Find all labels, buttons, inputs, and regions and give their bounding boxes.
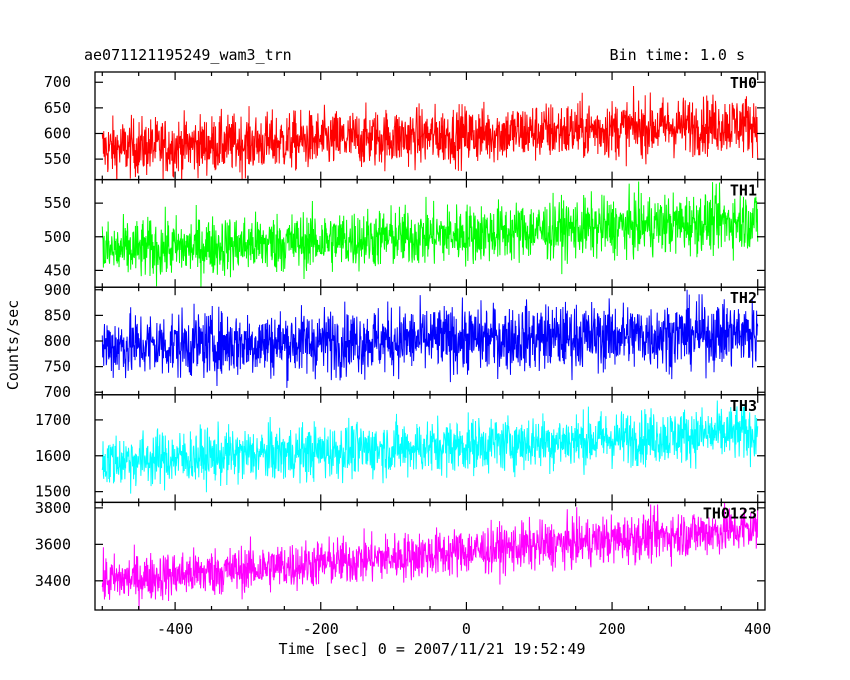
series-line-th0123 — [101, 502, 759, 610]
series-line-th0 — [101, 86, 759, 180]
y-tick-label: 850 — [44, 306, 71, 324]
y-tick-label: 3400 — [35, 572, 71, 590]
y-tick-label: 500 — [44, 228, 71, 246]
x-tick-label: 400 — [744, 620, 771, 638]
y-tick-label: 450 — [44, 261, 71, 279]
y-tick-label: 750 — [44, 358, 71, 376]
y-tick-label: 700 — [44, 383, 71, 401]
y-tick-label: 1700 — [35, 411, 71, 429]
panel-label-th2: TH2 — [730, 289, 757, 307]
panel-th0123: 3400 3600 3800 TH0123 — [35, 499, 766, 611]
figure-title: ae071121195249_wam3_trn — [84, 46, 292, 64]
x-tick-label: 200 — [599, 620, 626, 638]
panel-label-th0: TH0 — [730, 74, 757, 92]
y-tick-label: 550 — [44, 194, 71, 212]
x-tick-label: -400 — [157, 620, 193, 638]
y-tick-label: 3600 — [35, 535, 71, 553]
panel-label-th1: TH1 — [730, 182, 757, 200]
y-axis-label: Counts/sec — [4, 300, 22, 390]
panels-group: 550 600 650 700 TH0 450 500 550 TH1 700 750 800 850 9… — [35, 71, 771, 638]
panel-th0: 550 600 650 700 TH0 — [44, 71, 766, 181]
y-tick-label: 650 — [44, 99, 71, 117]
bin-time-label: Bin time: 1.0 s — [610, 46, 745, 64]
y-tick-label: 550 — [44, 150, 71, 168]
x-tick-label: -200 — [303, 620, 339, 638]
x-axis-label: Time [sec] 0 = 2007/11/21 19:52:49 — [278, 640, 585, 658]
y-tick-label: 600 — [44, 124, 71, 142]
series-line-th2 — [101, 289, 759, 388]
series-line-th3 — [101, 400, 759, 494]
series-line-th1 — [101, 181, 759, 287]
panel-label-th0123: TH0123 — [703, 504, 757, 522]
y-tick-label: 1600 — [35, 447, 71, 465]
panel-label-th3: TH3 — [730, 397, 757, 415]
panel-th2: 700 750 800 850 900 TH2 — [44, 281, 766, 401]
y-tick-label: 800 — [44, 332, 71, 350]
y-tick-label: 3800 — [35, 499, 71, 517]
panel-th3: 1500 1600 1700 TH3 — [35, 394, 766, 504]
x-tick-label: 0 — [462, 620, 471, 638]
y-tick-label: 1500 — [35, 483, 71, 501]
y-tick-label: 700 — [44, 73, 71, 91]
y-tick-label: 900 — [44, 281, 71, 299]
panel-th1: 450 500 550 TH1 — [44, 178, 766, 288]
